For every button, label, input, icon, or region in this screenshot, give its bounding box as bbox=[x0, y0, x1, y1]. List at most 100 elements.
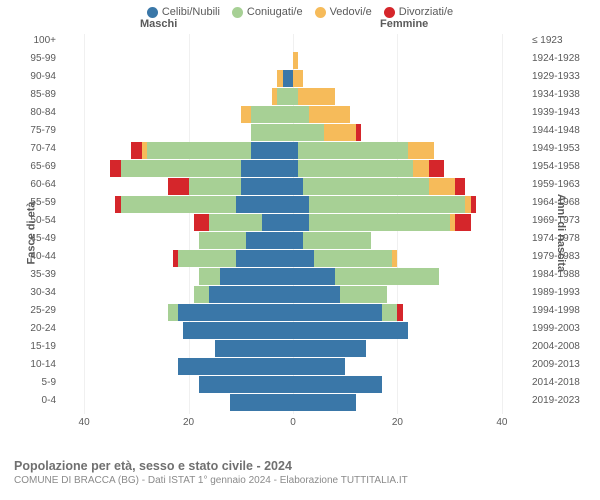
segment bbox=[246, 232, 293, 249]
segment bbox=[455, 178, 465, 195]
birth-label: ≤ 1923 bbox=[532, 36, 592, 46]
segment bbox=[293, 304, 382, 321]
bar-female bbox=[293, 196, 476, 213]
segment bbox=[429, 160, 445, 177]
segment bbox=[293, 232, 303, 249]
age-label: 5-9 bbox=[22, 378, 56, 388]
bar-female bbox=[293, 142, 434, 159]
segment bbox=[241, 160, 293, 177]
age-label: 35-39 bbox=[22, 270, 56, 280]
bar-male bbox=[199, 376, 293, 393]
bar-row bbox=[58, 358, 528, 375]
bar-female bbox=[293, 340, 366, 357]
birth-label: 1969-1973 bbox=[532, 216, 592, 226]
segment bbox=[298, 88, 335, 105]
segment bbox=[324, 124, 355, 141]
column-headers: Maschi Femmine bbox=[0, 18, 600, 34]
birth-label: 1944-1948 bbox=[532, 126, 592, 136]
segment bbox=[303, 232, 371, 249]
bar-male bbox=[241, 106, 293, 123]
segment bbox=[293, 394, 356, 411]
birth-label: 1924-1928 bbox=[532, 54, 592, 64]
bar-row bbox=[58, 178, 528, 195]
birth-label: 1959-1963 bbox=[532, 180, 592, 190]
age-label: 75-79 bbox=[22, 126, 56, 136]
bar-female bbox=[293, 124, 361, 141]
segment bbox=[293, 250, 314, 267]
birth-label: 2019-2023 bbox=[532, 396, 592, 406]
segment bbox=[241, 106, 251, 123]
segment bbox=[429, 178, 455, 195]
segment bbox=[408, 142, 434, 159]
bar-male bbox=[277, 70, 293, 87]
x-tick: 20 bbox=[183, 417, 194, 428]
age-label: 65-69 bbox=[22, 162, 56, 172]
birth-label: 1934-1938 bbox=[532, 90, 592, 100]
bar-row bbox=[58, 70, 528, 87]
x-tick: 20 bbox=[392, 417, 403, 428]
bar-male bbox=[110, 160, 293, 177]
segment bbox=[121, 196, 236, 213]
birth-label: 1949-1953 bbox=[532, 144, 592, 154]
legend-swatch bbox=[232, 7, 243, 18]
bar-female bbox=[293, 52, 298, 69]
segment bbox=[455, 214, 471, 231]
bar-row bbox=[58, 196, 528, 213]
legend-item: Vedovi/e bbox=[315, 6, 372, 18]
segment bbox=[303, 178, 428, 195]
age-label: 95-99 bbox=[22, 54, 56, 64]
age-label: 40-44 bbox=[22, 252, 56, 262]
age-label: 20-24 bbox=[22, 324, 56, 334]
bar-female bbox=[293, 214, 471, 231]
segment bbox=[236, 196, 293, 213]
segment bbox=[277, 88, 293, 105]
age-label: 55-59 bbox=[22, 198, 56, 208]
segment bbox=[189, 178, 241, 195]
footer: Popolazione per età, sesso e stato civil… bbox=[14, 459, 408, 486]
segment bbox=[209, 286, 293, 303]
bar-male bbox=[194, 286, 293, 303]
bar-row bbox=[58, 376, 528, 393]
bar-row bbox=[58, 268, 528, 285]
segment bbox=[335, 268, 439, 285]
segment bbox=[293, 340, 366, 357]
birth-label: 1979-1983 bbox=[532, 252, 592, 262]
birth-label: 1989-1993 bbox=[532, 288, 592, 298]
segment bbox=[293, 376, 382, 393]
legend-item: Celibi/Nubili bbox=[147, 6, 220, 18]
segment bbox=[356, 124, 361, 141]
bar-female bbox=[293, 268, 439, 285]
bar-male bbox=[173, 250, 293, 267]
x-tick: 40 bbox=[496, 417, 507, 428]
segment bbox=[298, 142, 408, 159]
birth-label: 2009-2013 bbox=[532, 360, 592, 370]
segment bbox=[215, 340, 293, 357]
segment bbox=[293, 322, 408, 339]
age-label: 25-29 bbox=[22, 306, 56, 316]
bar-row bbox=[58, 88, 528, 105]
bar-female bbox=[293, 106, 350, 123]
segment bbox=[298, 160, 413, 177]
bar-male bbox=[115, 196, 293, 213]
segment bbox=[147, 142, 251, 159]
segment bbox=[131, 142, 141, 159]
legend-item: Coniugati/e bbox=[232, 6, 303, 18]
bar-row bbox=[58, 106, 528, 123]
bar-row bbox=[58, 160, 528, 177]
bar-female bbox=[293, 394, 356, 411]
segment bbox=[199, 376, 293, 393]
header-male: Maschi bbox=[140, 18, 177, 30]
birth-label: 1954-1958 bbox=[532, 162, 592, 172]
segment bbox=[183, 322, 293, 339]
bar-row bbox=[58, 286, 528, 303]
bar-female bbox=[293, 88, 335, 105]
segment bbox=[168, 178, 189, 195]
x-tick: 0 bbox=[290, 417, 296, 428]
bar-row bbox=[58, 52, 528, 69]
age-label: 85-89 bbox=[22, 90, 56, 100]
segment bbox=[194, 214, 210, 231]
segment bbox=[314, 250, 392, 267]
bar-male bbox=[215, 340, 293, 357]
bar-female bbox=[293, 304, 403, 321]
birth-label: 1964-1968 bbox=[532, 198, 592, 208]
